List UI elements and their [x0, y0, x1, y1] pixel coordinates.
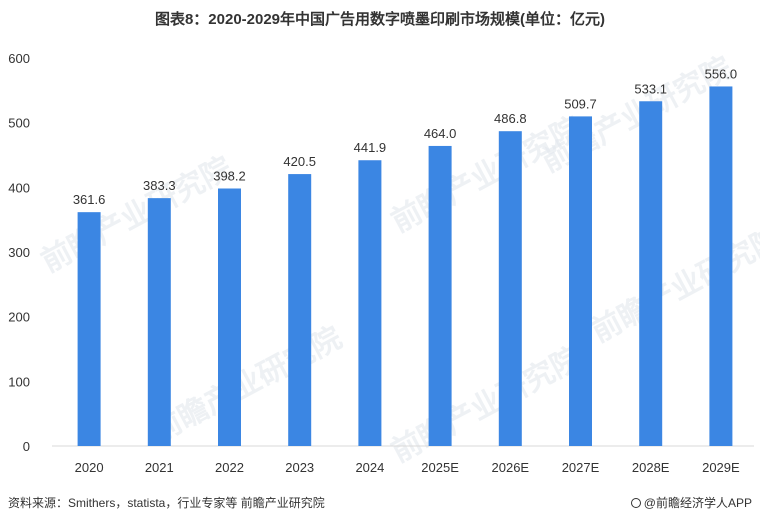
bar	[709, 86, 733, 446]
bar-value-label: 383.3	[143, 178, 176, 193]
bar-value-label: 420.5	[283, 154, 316, 169]
y-tick-label: 600	[8, 51, 30, 66]
bar	[218, 188, 241, 447]
x-tick-label: 2026E	[492, 460, 530, 475]
bar-chart: 0 100 200 300 400 500 600 361.6 2020 383.3 2021 398…	[8, 51, 754, 475]
bar	[288, 174, 312, 446]
bar-value-label: 556.0	[705, 66, 738, 81]
bar	[498, 131, 522, 446]
brand-credit: @前瞻经济学人APP	[630, 494, 752, 511]
x-tick-label: 2028E	[632, 460, 670, 475]
bar-value-label: 486.8	[494, 111, 527, 126]
bar	[639, 101, 663, 447]
bar-value-label: 398.2	[213, 168, 246, 183]
x-tick-label: 2022	[215, 460, 244, 475]
y-tick-label: 100	[8, 374, 30, 389]
x-tick-label: 2024	[355, 460, 384, 475]
x-tick-label: 2027E	[562, 460, 600, 475]
x-tick-label: 2029E	[702, 460, 740, 475]
source-note: 资料来源：Smithers，statista，行业专家等 前瞻产业研究院	[8, 496, 325, 510]
bar-value-label: 464.0	[424, 126, 457, 141]
bar	[77, 212, 101, 446]
brand-text: @前瞻经济学人APP	[643, 496, 752, 510]
x-tick-label: 2023	[285, 460, 314, 475]
y-tick-label: 400	[8, 180, 30, 195]
y-tick-label: 200	[8, 310, 30, 325]
y-tick-label: 300	[8, 245, 30, 260]
y-tick-label: 0	[23, 439, 30, 454]
x-tick-label: 2020	[75, 460, 104, 475]
y-tick-label: 500	[8, 116, 30, 131]
bar	[569, 116, 592, 447]
x-tick-label: 2025E	[421, 460, 459, 475]
x-tick-label: 2021	[145, 460, 174, 475]
bar-value-label: 509.7	[564, 96, 597, 111]
bar-value-label: 533.1	[634, 81, 667, 96]
footer: 资料来源：Smithers，statista，行业专家等 前瞻产业研究院 @前瞻…	[8, 494, 752, 514]
bar-value-label: 441.9	[354, 140, 387, 155]
chart-title: 图表8：2020-2029年中国广告用数字喷墨印刷市场规模(单位：亿元)	[154, 11, 606, 28]
brand-logo-icon	[630, 498, 641, 508]
bar	[147, 198, 171, 446]
bar	[358, 160, 382, 446]
bar	[428, 145, 452, 447]
bar-value-label: 361.6	[73, 192, 106, 207]
